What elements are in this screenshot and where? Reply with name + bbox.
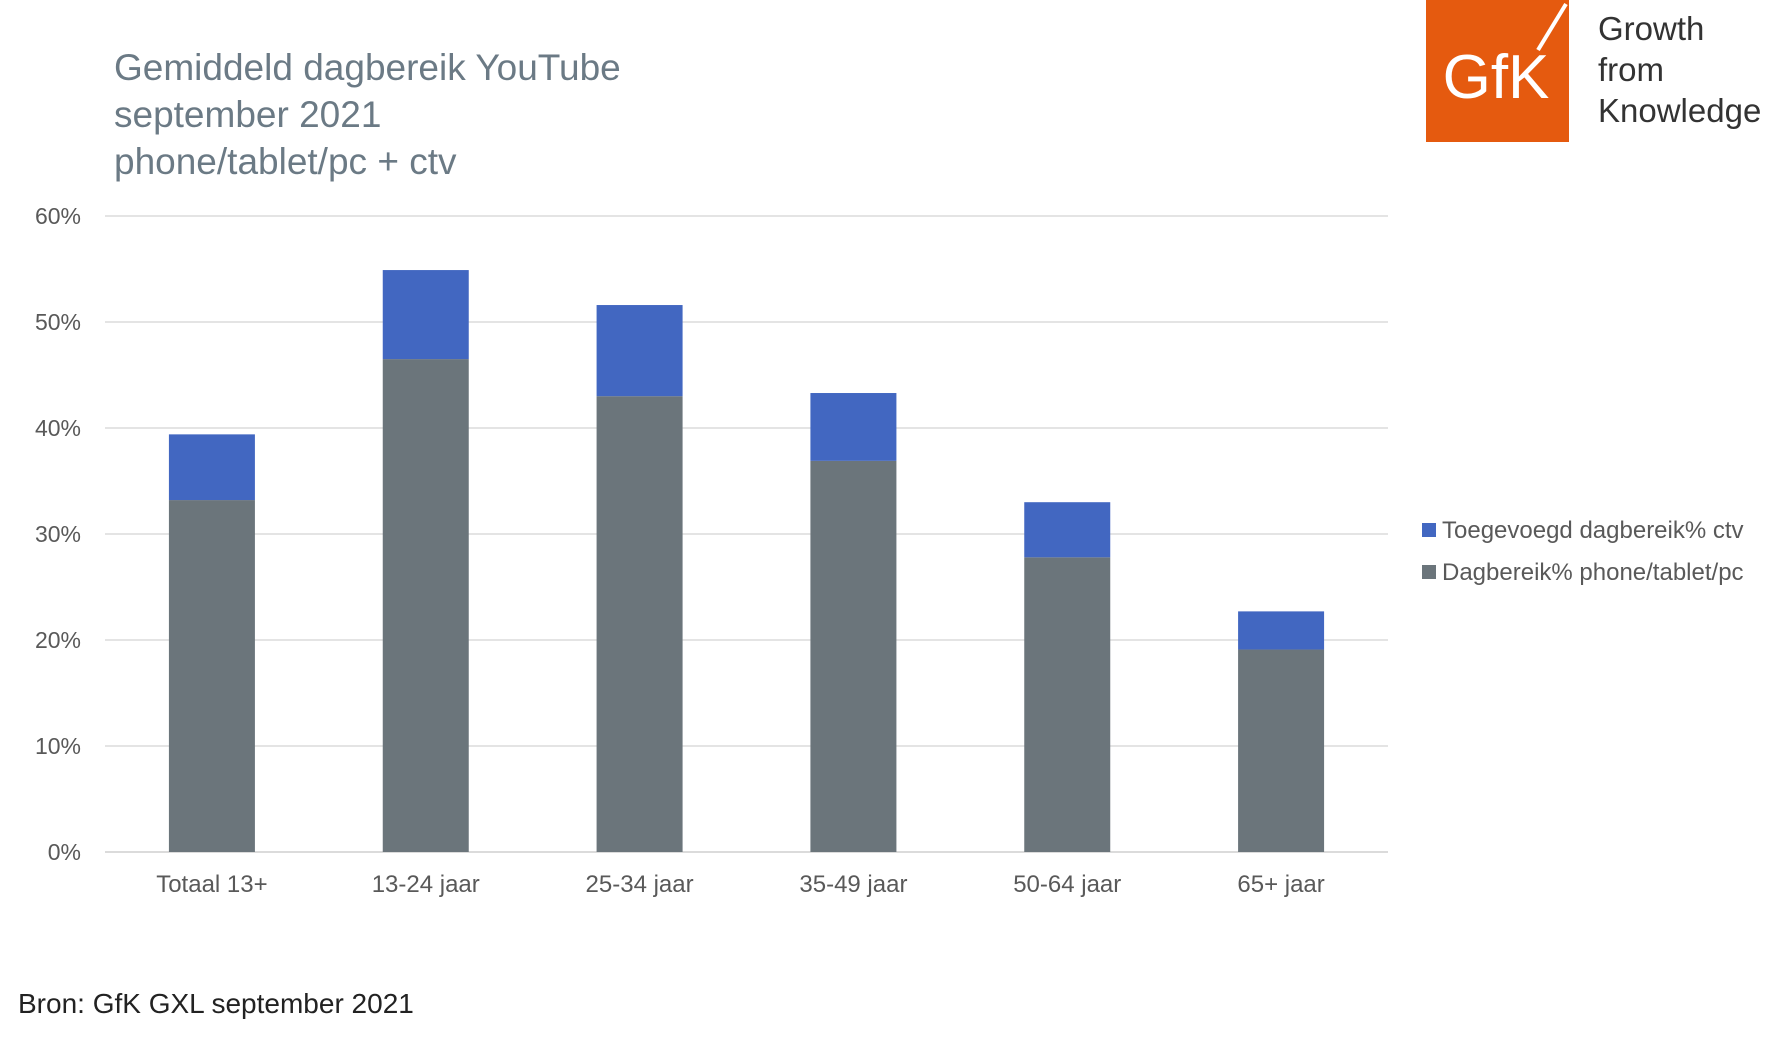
gridlines (105, 215, 1388, 853)
tagline-line-3: Knowledge (1598, 92, 1762, 129)
bar-segment (1238, 649, 1325, 852)
x-category-label: 13-24 jaar (372, 871, 480, 898)
y-tick-label: 30% (35, 521, 81, 547)
tagline-line-2: from (1598, 51, 1664, 88)
bars (168, 270, 1325, 852)
chart-title-line-3: phone/tablet/pc + ctv (114, 141, 457, 182)
bar-segment (168, 434, 255, 501)
legend-swatch (1422, 523, 1436, 537)
y-tick-label: 60% (35, 203, 81, 229)
x-category-label: 50-64 jaar (1013, 871, 1121, 898)
gfk-logo: GfK (1426, 0, 1569, 142)
source-note: Bron: GfK GXL september 2021 (18, 988, 414, 1019)
y-tick-label: 40% (35, 415, 81, 441)
legend: Toegevoegd dagbereik% ctv Dagbereik% phon… (1422, 517, 1744, 586)
y-tick-label: 10% (35, 733, 81, 759)
x-category-label: Totaal 13+ (156, 871, 267, 898)
tagline-line-1: Growth (1598, 10, 1705, 47)
x-category-label: 35-49 jaar (799, 871, 907, 898)
x-category-label: 65+ jaar (1237, 871, 1324, 898)
bar-segment (810, 460, 897, 852)
x-category-label: 25-34 jaar (586, 871, 694, 898)
legend-label: Dagbereik% phone/tablet/pc (1442, 559, 1744, 586)
bar-segment (382, 359, 469, 852)
y-tick-label: 20% (35, 627, 81, 653)
bar-segment (1024, 557, 1111, 852)
legend-swatch (1422, 565, 1436, 579)
y-tick-label: 50% (35, 309, 81, 335)
bar-segment (1024, 502, 1111, 558)
bar-segment (382, 270, 469, 360)
bar-segment (596, 305, 683, 397)
brand-tagline: Growth from Knowledge (1598, 8, 1761, 131)
legend-label: Toegevoegd dagbereik% ctv (1442, 517, 1744, 544)
axis-labels: 0% 10% 20% 30% 40% 50% 60% Totaal 13+ 13-24 jaar… (35, 203, 1325, 898)
chart-title-line-1: Gemiddeld dagbereik YouTube (114, 47, 621, 88)
logo-text: GfK (1443, 43, 1550, 112)
bar-segment (810, 393, 897, 461)
bar-segment (1238, 611, 1325, 650)
chart-title-line-2: september 2021 (114, 94, 382, 135)
bar-segment (168, 500, 255, 852)
bar-segment (596, 396, 683, 852)
y-tick-label: 0% (48, 839, 81, 865)
chart-title: Gemiddeld dagbereik YouTube september 20… (114, 44, 621, 185)
